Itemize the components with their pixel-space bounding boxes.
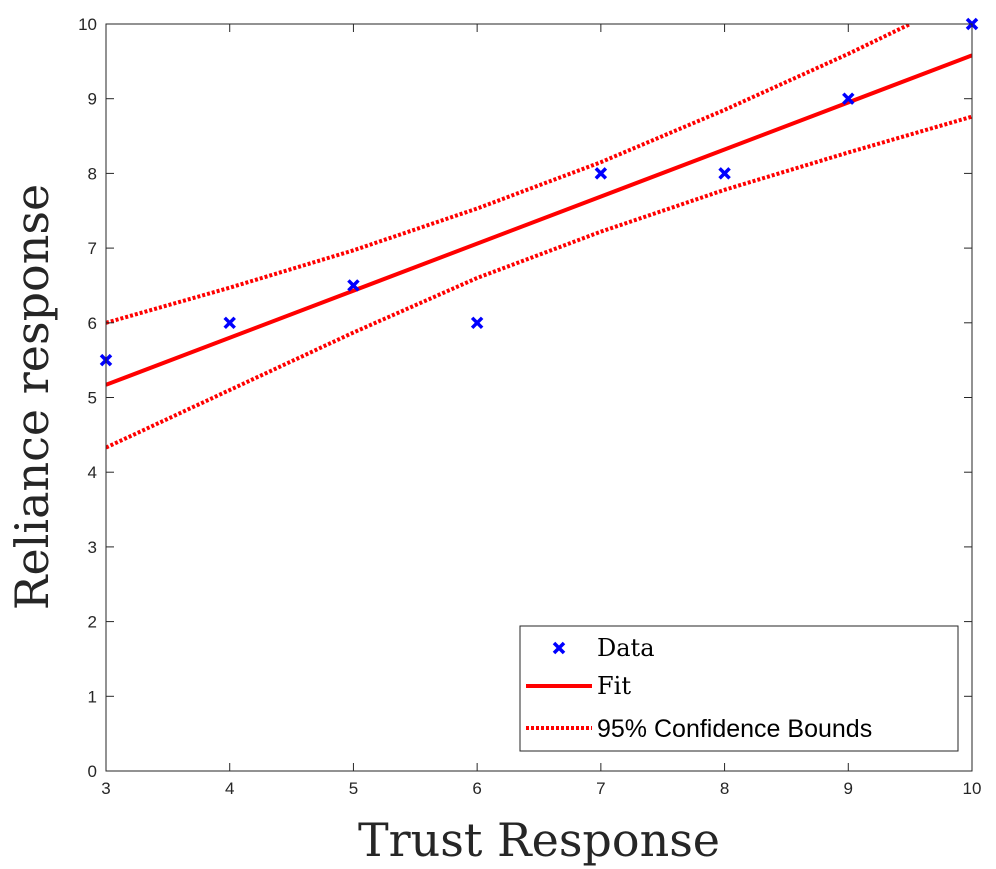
x-tick-label: 3: [101, 779, 110, 798]
x-tick-label: 8: [720, 779, 729, 798]
x-tick-label: 4: [225, 779, 234, 798]
y-tick-label: 10: [78, 15, 97, 34]
plot-layer: [99, 17, 979, 450]
data-point: [718, 167, 731, 180]
x-tick-label: 6: [472, 779, 481, 798]
y-tick-label: 3: [88, 538, 97, 557]
y-tick-label: 0: [88, 762, 97, 781]
legend-label-bounds: 95% Confidence Bounds: [597, 715, 872, 743]
legend: Data Fit 95% Confidence Bounds: [519, 625, 959, 752]
ticks-layer: 3 4 5 6 7 8 9 10 0 1 2 3 4 5 6 7 8 9 10: [78, 15, 981, 798]
y-axis-title: Reliance response: [5, 184, 59, 610]
legend-marker-data: [552, 641, 566, 655]
confidence-bound-line-2: [106, 24, 912, 325]
data-point: [223, 316, 236, 330]
y-tick-label: 8: [88, 164, 97, 183]
y-tick-label: 7: [88, 239, 97, 258]
y-tick-label: 4: [88, 463, 97, 482]
legend-box: [519, 625, 959, 752]
y-tick-label: 6: [88, 314, 97, 333]
data-point: [470, 316, 484, 330]
legend-label-data: Data: [597, 634, 655, 662]
x-axis-title: Trust Response: [358, 813, 720, 867]
x-tick-label: 7: [596, 779, 605, 798]
y-tick-label: 9: [88, 90, 97, 109]
x-tick-label: 5: [349, 779, 358, 798]
data-point: [347, 279, 360, 292]
data-point: [842, 92, 855, 105]
x-tick-label: 9: [844, 779, 853, 798]
legend-label-fit: Fit: [597, 672, 631, 700]
x-tick-label: 10: [963, 779, 982, 798]
fit-line: [106, 53, 972, 387]
y-tick-label: 1: [88, 687, 97, 706]
y-tick-label: 2: [88, 613, 97, 632]
y-tick-label: 5: [88, 389, 97, 408]
data-point: [594, 167, 608, 180]
